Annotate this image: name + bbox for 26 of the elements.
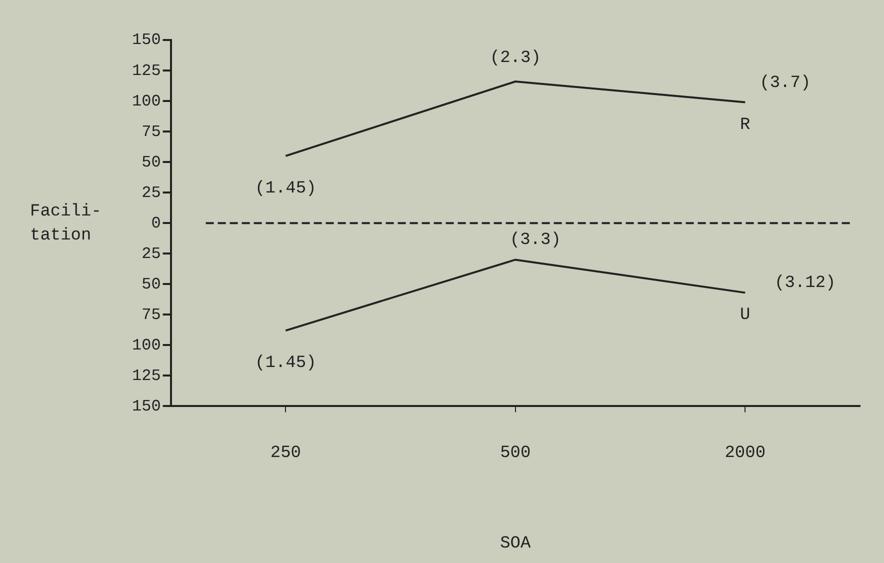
annotation: (1.45) [255, 354, 316, 374]
x-tick-label: 250 [270, 444, 301, 463]
y-tick-label: 50 [142, 275, 161, 294]
y-tick-label: 125 [132, 62, 161, 80]
y-tick-label: 50 [142, 153, 161, 172]
series-label: R [740, 116, 750, 135]
y-axis-title: Facili- tation [30, 202, 102, 246]
annotation: (1.45) [255, 179, 316, 198]
x-axis-title: SOA [500, 534, 532, 554]
series-label: U [740, 306, 750, 326]
y-tick-label: 25 [142, 184, 161, 202]
annotation: (3.7) [760, 74, 811, 93]
y-tick-label: 75 [142, 306, 161, 324]
annotation: (3.12) [774, 274, 836, 294]
y-tick-label: 100 [132, 336, 161, 354]
y-tick-label: 150 [132, 397, 161, 416]
y-tick-label: 0 [151, 214, 161, 232]
x-tick-label: 2000 [724, 444, 766, 463]
y-tick-label: 100 [132, 92, 161, 110]
y-tick-label: 75 [142, 122, 161, 141]
y-tick-label: 125 [132, 366, 161, 385]
annotation: (2.3) [490, 49, 541, 68]
x-tick-label: 500 [500, 444, 531, 463]
annotation: (3.3) [510, 231, 561, 250]
y-tick-label: 25 [142, 244, 161, 263]
y-tick-label: 150 [132, 31, 161, 50]
